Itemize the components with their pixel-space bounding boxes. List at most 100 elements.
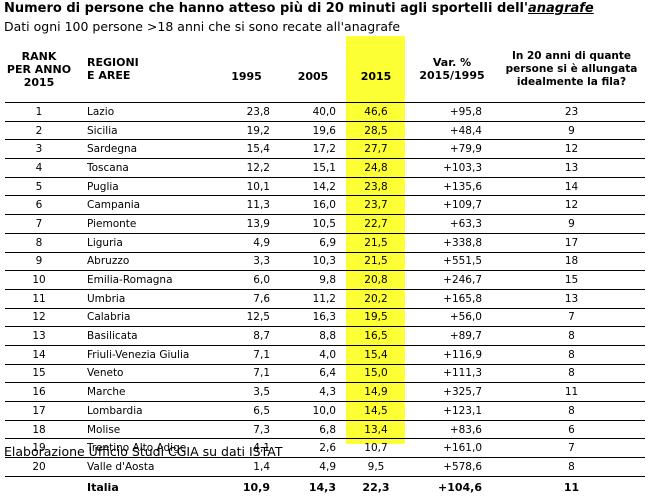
total-2015-cell: 22,3 — [346, 475, 406, 499]
header-queue-question: In 20 anni di quante persone si è allung… — [498, 36, 645, 103]
people-cell: 8 — [498, 326, 645, 346]
variation-cell: +578,6 — [406, 457, 498, 477]
variation-cell: +165,8 — [406, 289, 498, 309]
table-row: 3 Sardegna 15,4 17,2 27,7 +79,9 12 — [5, 139, 645, 160]
value-1995-cell: 13,9 — [213, 214, 280, 234]
rank-cell: 1 — [5, 102, 73, 122]
total-row: Italia 10,9 14,3 22,3 +104,6 11 — [5, 475, 645, 499]
value-1995-cell: 3,3 — [213, 252, 280, 272]
value-2015-cell: 46,6 — [346, 102, 406, 122]
value-2005-cell: 16,0 — [280, 195, 346, 216]
region-cell: Sardegna — [73, 139, 213, 160]
region-cell: Lombardia — [73, 401, 213, 421]
table-row: 13 Basilicata 8,7 8,8 16,5 +89,7 8 — [5, 326, 645, 346]
value-2005-cell: 15,1 — [280, 158, 346, 178]
table-row: 20 Valle d'Aosta 1,4 4,9 9,5 +578,6 8 — [5, 457, 645, 477]
rank-cell: 5 — [5, 177, 73, 197]
people-cell: 17 — [498, 233, 645, 253]
value-1995-cell: 19,2 — [213, 121, 280, 141]
region-cell: Liguria — [73, 233, 213, 253]
value-2005-cell: 11,2 — [280, 289, 346, 309]
value-2015-cell: 15,0 — [346, 364, 406, 384]
rank-cell: 7 — [5, 214, 73, 234]
table-row: 19 Trentino Alto Adige 4,1 2,6 10,7 +161,0 7 — [5, 438, 645, 459]
variation-cell: +111,3 — [406, 364, 498, 384]
variation-cell: +48,4 — [406, 121, 498, 141]
total-region-cell: Italia — [73, 475, 213, 499]
value-2005-cell: 4,9 — [280, 457, 346, 477]
people-cell: 7 — [498, 308, 645, 328]
value-1995-cell: 7,1 — [213, 345, 280, 365]
rank-cell: 3 — [5, 139, 73, 160]
value-1995-cell: 4,9 — [213, 233, 280, 253]
value-2015-cell: 10,7 — [346, 438, 406, 459]
table-row: 2 Sicilia 19,2 19,6 28,5 +48,4 9 — [5, 121, 645, 141]
table-row: 1 Lazio 23,8 40,0 46,6 +95,8 23 — [5, 102, 645, 122]
variation-cell: +63,3 — [406, 214, 498, 234]
region-cell: Molise — [73, 420, 213, 440]
value-2005-cell: 17,2 — [280, 139, 346, 160]
total-rank-cell — [5, 475, 73, 499]
people-cell: 9 — [498, 121, 645, 141]
rank-cell: 15 — [5, 364, 73, 384]
table-row: 14 Friuli-Venezia Giulia 7,1 4,0 15,4 +116,9 8 — [5, 345, 645, 365]
value-2015-cell: 21,5 — [346, 233, 406, 253]
variation-cell: +95,8 — [406, 102, 498, 122]
table-subtitle: Dati ogni 100 persone >18 anni che si so… — [4, 19, 401, 34]
variation-cell: +116,9 — [406, 345, 498, 365]
region-cell: Emilia-Romagna — [73, 270, 213, 290]
variation-cell: +79,9 — [406, 139, 498, 160]
total-2005-cell: 14,3 — [280, 475, 346, 499]
variation-cell: +551,5 — [406, 252, 498, 272]
rank-cell: 12 — [5, 308, 73, 328]
people-cell: 13 — [498, 289, 645, 309]
table-row: 11 Umbria 7,6 11,2 20,2 +165,8 13 — [5, 289, 645, 309]
table-row: 9 Abruzzo 3,3 10,3 21,5 +551,5 18 — [5, 252, 645, 272]
rank-cell: 6 — [5, 195, 73, 216]
header-region: REGIONI E AREE — [73, 36, 213, 103]
people-cell: 9 — [498, 214, 645, 234]
value-2015-cell: 14,9 — [346, 382, 406, 402]
value-2015-cell: 14,5 — [346, 401, 406, 421]
people-cell: 18 — [498, 252, 645, 272]
rank-cell: 2 — [5, 121, 73, 141]
value-1995-cell: 15,4 — [213, 139, 280, 160]
rank-cell: 11 — [5, 289, 73, 309]
variation-cell: +103,3 — [406, 158, 498, 178]
value-2005-cell: 40,0 — [280, 102, 346, 122]
region-cell: Sicilia — [73, 121, 213, 141]
rank-cell: 19 — [5, 438, 73, 459]
people-cell: 14 — [498, 177, 645, 197]
variation-cell: +89,7 — [406, 326, 498, 346]
rank-cell: 20 — [5, 457, 73, 477]
table-row: 15 Veneto 7,1 6,4 15,0 +111,3 8 — [5, 364, 645, 384]
value-2015-cell: 28,5 — [346, 121, 406, 141]
rank-cell: 4 — [5, 158, 73, 178]
table-row: 8 Liguria 4,9 6,9 21,5 +338,8 17 — [5, 233, 645, 253]
rank-cell: 17 — [5, 401, 73, 421]
variation-cell: +246,7 — [406, 270, 498, 290]
header-row: RANK PER ANNO 2015 REGIONI E AREE 1995 2… — [5, 36, 645, 103]
value-2005-cell: 4,0 — [280, 345, 346, 365]
value-2015-cell: 23,7 — [346, 195, 406, 216]
value-2005-cell: 19,6 — [280, 121, 346, 141]
variation-cell: +109,7 — [406, 195, 498, 216]
table-row: 10 Emilia-Romagna 6,0 9,8 20,8 +246,7 15 — [5, 270, 645, 290]
rank-cell: 10 — [5, 270, 73, 290]
people-cell: 8 — [498, 345, 645, 365]
rank-cell: 9 — [5, 252, 73, 272]
value-2015-cell: 13,4 — [346, 420, 406, 440]
region-cell: Piemonte — [73, 214, 213, 234]
header-2005: 2005 — [280, 36, 346, 103]
region-cell: Campania — [73, 195, 213, 216]
value-1995-cell: 7,3 — [213, 420, 280, 440]
value-2005-cell: 16,3 — [280, 308, 346, 328]
region-cell: Puglia — [73, 177, 213, 197]
value-2015-cell: 27,7 — [346, 139, 406, 160]
rank-cell: 13 — [5, 326, 73, 346]
table-row: 4 Toscana 12,2 15,1 24,8 +103,3 13 — [5, 158, 645, 178]
value-1995-cell: 7,1 — [213, 364, 280, 384]
variation-cell: +123,1 — [406, 401, 498, 421]
header-variation-line: 2015/1995 — [419, 69, 485, 82]
header-question-line: persone si è allungata — [505, 62, 638, 75]
